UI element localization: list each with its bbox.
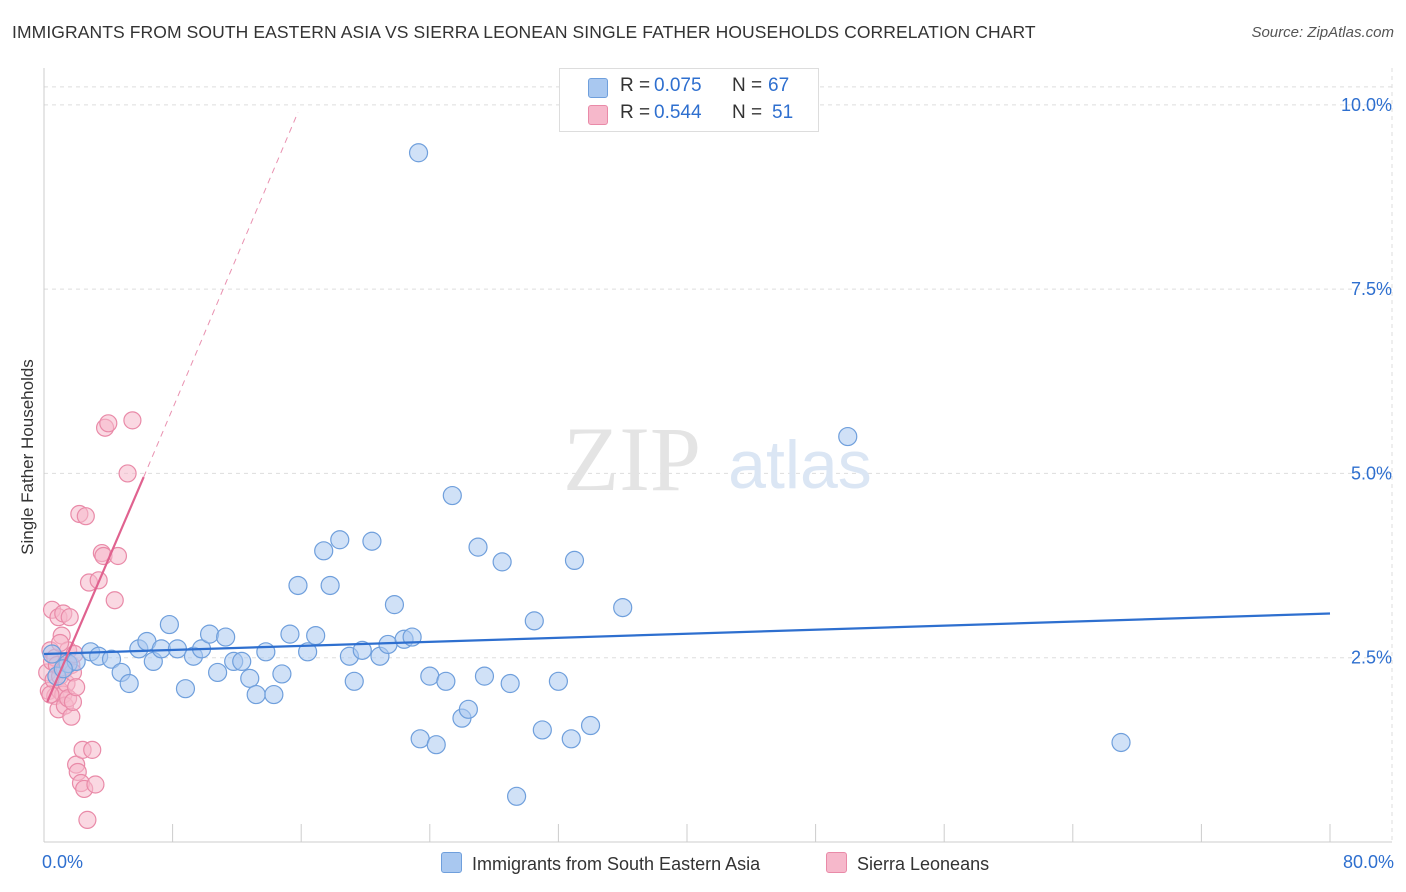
data-point xyxy=(83,740,102,759)
source-label: Source: ZipAtlas.com xyxy=(1251,24,1394,41)
trend-line-immigrants xyxy=(43,612,1331,656)
trend-line-sierra-extension xyxy=(143,112,299,478)
legend-swatch-blue xyxy=(588,78,608,98)
data-point xyxy=(105,591,124,610)
data-point xyxy=(408,143,429,163)
legend-r-label: R = xyxy=(620,75,651,96)
data-point xyxy=(264,684,284,705)
data-point xyxy=(580,715,601,736)
data-point xyxy=(240,668,260,688)
data-point xyxy=(118,464,137,483)
data-point xyxy=(67,678,86,697)
legend-row-immigrants: R = 0.075 N = 67 xyxy=(560,73,818,100)
data-point xyxy=(458,699,478,719)
data-point xyxy=(613,597,633,618)
data-point xyxy=(60,608,79,627)
data-point xyxy=(1111,732,1131,753)
legend-n-value: 67 xyxy=(768,75,790,96)
data-point xyxy=(548,671,569,691)
data-point xyxy=(256,642,276,662)
legend-swatch-pink xyxy=(588,105,608,125)
data-point xyxy=(86,775,105,794)
data-point xyxy=(384,595,405,615)
chart-title: IMMIGRANTS FROM SOUTH EASTERN ASIA VS SI… xyxy=(12,22,1036,42)
data-point xyxy=(320,575,340,596)
data-point xyxy=(78,810,97,829)
data-point xyxy=(208,662,228,683)
series-sierra-leoneans xyxy=(38,411,142,829)
data-point xyxy=(507,786,527,806)
y-tick-label: 7.5% xyxy=(1351,279,1392,299)
y-tick-labels: 2.5% 5.0% 7.5% 10.0% xyxy=(1341,95,1392,668)
data-point xyxy=(151,639,171,659)
data-point xyxy=(101,649,122,669)
legend-n-label: N = xyxy=(732,75,763,96)
data-point xyxy=(306,625,326,646)
trend-lines xyxy=(43,112,1331,703)
data-point xyxy=(63,692,83,712)
data-point xyxy=(492,552,512,572)
legend-r-value: 0.544 xyxy=(654,102,702,123)
data-point xyxy=(474,666,495,686)
watermark-zip: ZIP xyxy=(563,408,701,510)
data-point xyxy=(352,640,372,660)
y-tick-label: 2.5% xyxy=(1351,648,1392,668)
x-tick-label-max: 80.0% xyxy=(1342,852,1394,872)
data-point xyxy=(216,627,236,647)
data-point xyxy=(524,611,544,631)
data-point xyxy=(123,411,142,430)
data-point xyxy=(564,550,585,571)
data-point xyxy=(280,624,300,644)
series-legend-item-immigrants[interactable]: Immigrants from South Eastern Asia xyxy=(441,852,760,875)
correlation-legend: R = 0.075 N = 67 R = 0.544 N = 51 xyxy=(559,68,819,132)
y-tick-label: 5.0% xyxy=(1351,463,1392,483)
series-swatch-blue xyxy=(441,852,462,873)
legend-row-sierra: R = 0.544 N = 51 xyxy=(560,100,818,127)
axes xyxy=(43,68,1392,843)
data-point xyxy=(99,414,118,433)
data-point xyxy=(199,624,220,644)
series-immigrants-sea xyxy=(42,143,1131,806)
data-point xyxy=(119,673,139,694)
data-point xyxy=(246,684,266,705)
data-point xyxy=(344,671,364,691)
legend-r-label: R = xyxy=(620,102,651,123)
trend-line-sierra xyxy=(46,476,145,703)
data-point xyxy=(288,575,308,596)
data-point xyxy=(410,729,430,749)
series-legend-label: Immigrants from South Eastern Asia xyxy=(472,854,761,874)
data-point xyxy=(232,651,252,672)
data-point xyxy=(314,541,334,561)
data-point xyxy=(159,614,179,635)
legend-r-value: 0.075 xyxy=(654,75,702,96)
data-point xyxy=(272,664,292,684)
data-point xyxy=(532,720,552,740)
y-axis-label: Single Father Households xyxy=(18,359,37,555)
data-point xyxy=(175,679,196,699)
series-swatch-pink xyxy=(826,852,847,873)
data-point xyxy=(330,530,350,550)
legend-n-label: N = xyxy=(732,102,763,123)
series-legend-item-sierra[interactable]: Sierra Leoneans xyxy=(826,852,989,875)
data-point xyxy=(468,537,488,557)
data-point xyxy=(426,735,446,755)
grid-lines xyxy=(44,68,1393,842)
y-tick-label: 10.0% xyxy=(1341,95,1392,115)
data-point xyxy=(362,531,382,551)
data-point xyxy=(500,673,520,694)
data-point xyxy=(561,729,581,749)
data-point xyxy=(442,485,462,506)
series-legend: Immigrants from South Eastern Asia Sierr… xyxy=(0,852,1406,878)
watermark: ZIP atlas xyxy=(563,408,872,510)
data-point xyxy=(76,507,95,526)
data-point xyxy=(436,671,456,691)
data-point xyxy=(298,642,318,662)
legend-n-value: 51 xyxy=(772,102,794,123)
series-legend-label: Sierra Leoneans xyxy=(857,854,990,874)
data-point xyxy=(838,426,858,447)
data-point xyxy=(420,666,440,686)
x-tick-label-min: 0.0% xyxy=(42,852,84,872)
